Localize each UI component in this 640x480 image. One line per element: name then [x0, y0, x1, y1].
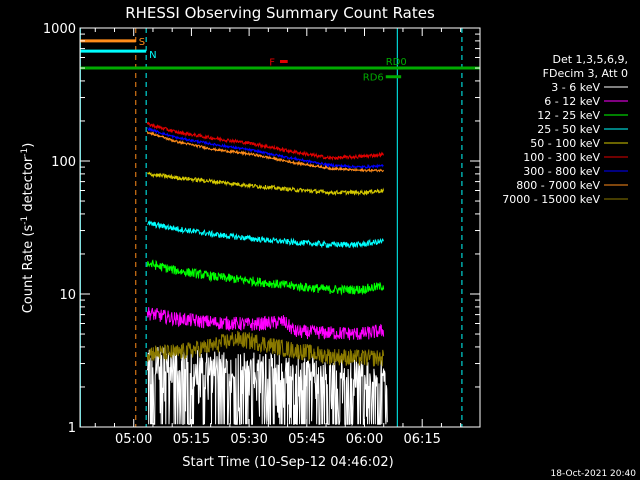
series-line-1 — [146, 307, 385, 341]
chart-title: RHESSI Observing Summary Count Rates — [125, 4, 435, 22]
legend-entry-label: 100 - 300 keV — [523, 151, 600, 164]
y-axis-label: Count Rate (s-1 detector-1) — [20, 143, 36, 314]
y-tick-label: 100 — [51, 155, 76, 170]
legend-entry-label: 50 - 100 keV — [530, 137, 600, 150]
annotation-label: S — [139, 37, 145, 48]
legend-entry-label: 6 - 12 keV — [544, 95, 600, 108]
legend-header: FDecim 3, Att 0 — [543, 67, 628, 80]
series-line-7 — [146, 131, 384, 173]
legend-entry-label: 25 - 50 keV — [537, 123, 600, 136]
legend-entry-label: 300 - 800 keV — [523, 165, 600, 178]
annotation-label: RD0 — [386, 57, 407, 68]
legend-entry-label: 3 - 6 keV — [551, 81, 600, 94]
x-tick-label: 05:30 — [230, 432, 267, 447]
y-tick-label: 10 — [59, 288, 76, 303]
series-line-2 — [146, 259, 385, 296]
series-group — [146, 121, 388, 427]
axis-ticks: 05:00 05:15 05:30 05:45 06:00 06:15 1 10 100 1000 — [43, 22, 480, 447]
x-tick-label: 05:00 — [115, 432, 152, 447]
y-tick-label: 1 — [68, 421, 76, 436]
series-line-5 — [146, 121, 384, 161]
x-axis-label: Start Time (10-Sep-12 04:46:02) — [182, 455, 393, 470]
series-line-4 — [147, 171, 385, 197]
legend-entry-label: 800 - 7000 keV — [516, 179, 600, 192]
y-tick-label: 1000 — [43, 22, 76, 37]
plot-frame — [79, 27, 481, 428]
x-tick-label: 06:00 — [346, 432, 383, 447]
date-stamp: 18-Oct-2021 20:40 — [551, 469, 637, 479]
legend-entry-label: 7000 - 15000 keV — [502, 193, 600, 206]
legend-entry-label: 12 - 25 keV — [537, 109, 600, 122]
series-line-0 — [146, 346, 388, 427]
x-tick-label: 05:15 — [173, 432, 210, 447]
legend-header: Det 1,3,5,6,9, — [552, 53, 628, 66]
annotation-label: F — [269, 57, 275, 68]
x-tick-label: 05:45 — [288, 432, 325, 447]
x-tick-label: 06:15 — [403, 432, 440, 447]
series-line-6 — [147, 126, 384, 170]
legend: Det 1,3,5,6,9,FDecim 3, Att 03 - 6 keV6 … — [502, 53, 628, 206]
annotation-label: RD6 — [363, 73, 384, 84]
annotation-label: N — [149, 50, 156, 61]
series-line-8 — [146, 330, 385, 367]
series-line-3 — [147, 220, 384, 249]
